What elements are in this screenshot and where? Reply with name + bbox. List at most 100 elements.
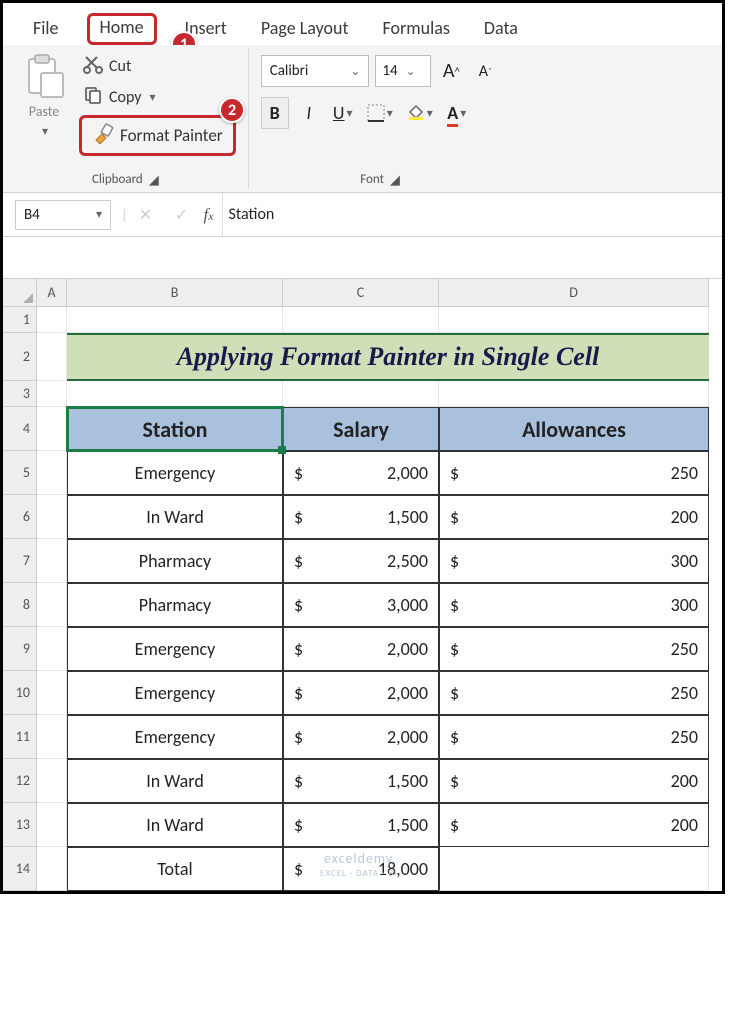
cell[interactable] <box>37 715 67 759</box>
increase-font-button[interactable]: A^ <box>437 55 465 87</box>
cell[interactable]: $300 <box>439 583 709 627</box>
row-header[interactable]: 6 <box>3 495 37 539</box>
cancel-fx-button[interactable]: ✕ <box>127 205 163 225</box>
tab-file[interactable]: File <box>27 13 65 45</box>
cell[interactable]: In Ward <box>67 803 283 847</box>
cell[interactable] <box>37 671 67 715</box>
tab-formulas[interactable]: Formulas <box>377 13 456 45</box>
cell[interactable] <box>37 407 67 451</box>
cell[interactable]: Salary <box>283 407 439 451</box>
cell[interactable]: $250 <box>439 627 709 671</box>
format-painter-button[interactable]: Format Painter <box>79 115 236 156</box>
fx-icon[interactable]: fx <box>203 205 213 225</box>
copy-button[interactable]: Copy ▾ <box>79 84 236 111</box>
row-header[interactable]: 13 <box>3 803 37 847</box>
dialog-launcher-icon[interactable]: ◢ <box>149 173 159 188</box>
cell[interactable] <box>283 381 439 407</box>
select-all-corner[interactable] <box>3 279 37 307</box>
col-header-D[interactable]: D <box>439 279 709 307</box>
font-color-button[interactable]: A ▾ <box>443 97 471 129</box>
formula-input[interactable]: Station <box>222 193 722 236</box>
cell-B4-selected[interactable]: Station <box>67 407 283 451</box>
cell[interactable]: $200 <box>439 803 709 847</box>
cell[interactable]: $250 <box>439 715 709 759</box>
row-header[interactable]: 12 <box>3 759 37 803</box>
cell[interactable]: $200 <box>439 495 709 539</box>
cell[interactable] <box>37 539 67 583</box>
cell[interactable]: Total <box>67 847 283 891</box>
cell[interactable] <box>37 583 67 627</box>
cell[interactable] <box>439 381 709 407</box>
cell[interactable]: In Ward <box>67 495 283 539</box>
name-box[interactable]: B4 ▾ <box>15 200 111 230</box>
cell[interactable] <box>37 759 67 803</box>
col-header-A[interactable]: A <box>37 279 67 307</box>
cell[interactable] <box>67 307 283 333</box>
bold-button[interactable]: B <box>261 97 289 129</box>
cell[interactable]: Emergency <box>67 627 283 671</box>
dialog-launcher-icon[interactable]: ◢ <box>390 173 400 188</box>
cell[interactable]: In Ward <box>67 759 283 803</box>
cell[interactable]: $200 <box>439 759 709 803</box>
cell[interactable]: $250 <box>439 671 709 715</box>
row-header[interactable]: 10 <box>3 671 37 715</box>
cell[interactable] <box>37 803 67 847</box>
paste-button[interactable]: Paste ▾ <box>15 49 73 156</box>
cell[interactable]: $250 <box>439 451 709 495</box>
row-header[interactable]: 1 <box>3 307 37 333</box>
cell[interactable]: Pharmacy <box>67 539 283 583</box>
cell[interactable]: $ 18,000 exceldemy EXCEL · DATA · BI <box>283 847 439 891</box>
cell[interactable] <box>37 333 67 381</box>
cell[interactable]: $2,500 <box>283 539 439 583</box>
cell[interactable] <box>37 307 67 333</box>
cell[interactable]: Emergency <box>67 671 283 715</box>
font-name-select[interactable]: Calibri ⌄ <box>261 55 370 87</box>
row-header[interactable]: 8 <box>3 583 37 627</box>
title-banner[interactable]: Applying Format Painter in Single Cell <box>67 333 709 381</box>
cell[interactable]: Allowances <box>439 407 709 451</box>
cell[interactable] <box>67 381 283 407</box>
cell[interactable]: Emergency <box>67 715 283 759</box>
row-header[interactable]: 3 <box>3 381 37 407</box>
italic-button[interactable]: I <box>295 97 323 129</box>
cell[interactable]: $1,500 <box>283 759 439 803</box>
cell[interactable] <box>37 381 67 407</box>
row-header[interactable]: 4 <box>3 407 37 451</box>
cell[interactable]: $300 <box>439 539 709 583</box>
cell[interactable] <box>37 451 67 495</box>
row-header[interactable]: 5 <box>3 451 37 495</box>
enter-fx-button[interactable]: ✓ <box>163 205 199 225</box>
underline-button[interactable]: U▾ <box>329 97 357 129</box>
cell[interactable]: Pharmacy <box>67 583 283 627</box>
col-header-B[interactable]: B <box>67 279 283 307</box>
cell[interactable] <box>439 307 709 333</box>
tab-data[interactable]: Data <box>478 13 524 45</box>
cell[interactable] <box>37 627 67 671</box>
cell[interactable]: $2,000 <box>283 671 439 715</box>
cell[interactable]: $2,000 <box>283 451 439 495</box>
cell[interactable] <box>37 847 67 891</box>
cut-button[interactable]: Cut <box>79 53 236 80</box>
col-header-C[interactable]: C <box>283 279 439 307</box>
cell[interactable] <box>283 307 439 333</box>
currency-symbol: $ <box>294 726 303 748</box>
cell[interactable]: $1,500 <box>283 803 439 847</box>
row-header[interactable]: 7 <box>3 539 37 583</box>
cell[interactable]: $3,000 <box>283 583 439 627</box>
font-size-select[interactable]: 14 ⌄ <box>375 55 431 87</box>
row-header[interactable]: 11 <box>3 715 37 759</box>
row-header[interactable]: 14 <box>3 847 37 891</box>
decrease-font-button[interactable]: Aˇ <box>471 55 499 87</box>
cell[interactable]: $2,000 <box>283 627 439 671</box>
cell[interactable] <box>37 495 67 539</box>
cell[interactable]: $2,000 <box>283 715 439 759</box>
tab-page-layout[interactable]: Page Layout <box>255 13 355 45</box>
row-header[interactable]: 2 <box>3 333 37 381</box>
tab-home[interactable]: Home <box>87 13 157 45</box>
border-button[interactable]: ▾ <box>363 97 397 129</box>
row-header[interactable]: 9 <box>3 627 37 671</box>
cell[interactable]: Emergency <box>67 451 283 495</box>
cell[interactable]: $1,500 <box>283 495 439 539</box>
cell[interactable] <box>439 847 709 891</box>
fill-color-button[interactable]: ▾ <box>403 97 437 129</box>
